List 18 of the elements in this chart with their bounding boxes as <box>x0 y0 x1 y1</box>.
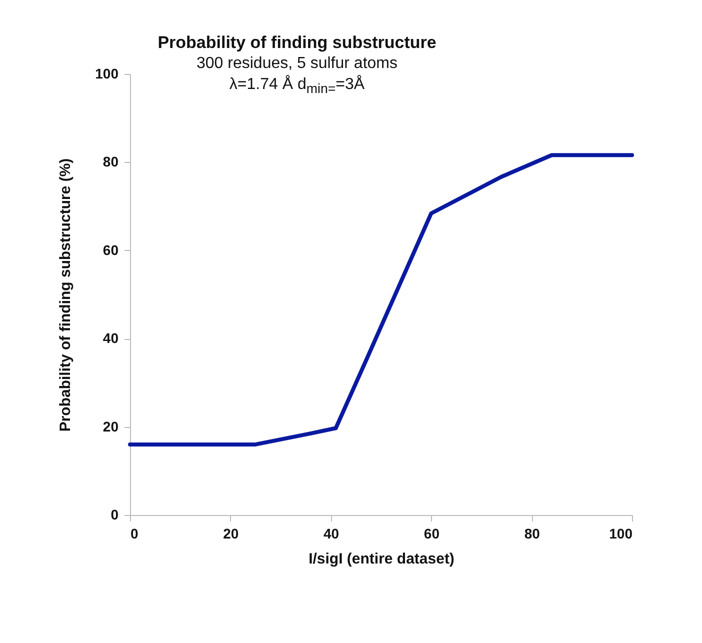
chart-title: Probability of finding substructure <box>156 32 438 53</box>
x-tick-label: 20 <box>223 526 239 542</box>
x-tick-label: 0 <box>130 526 138 542</box>
y-tick-label: 80 <box>102 154 119 170</box>
y-axis-title: Probability of finding substructure (%) <box>57 158 74 432</box>
x-tick-label: 60 <box>424 526 440 542</box>
annotation: λ=1.74 Å d$_{min=}$=3Å <box>229 76 365 96</box>
x-tick-label: 80 <box>524 526 540 542</box>
line-series <box>128 153 634 446</box>
chart-subtitle: 300 residues, 5 sulfur atoms <box>196 55 398 72</box>
y-tick-label: 100 <box>95 66 119 82</box>
x-tick-label: 100 <box>609 526 633 542</box>
x-tick-label: 40 <box>324 526 340 542</box>
y-tick-label: 20 <box>102 418 119 434</box>
x-axis-title: I/sigI (entire dataset) <box>308 550 454 568</box>
y-tick-label: 60 <box>102 242 119 258</box>
y-tick-label: 40 <box>102 330 119 346</box>
y-tick-label: 0 <box>110 506 119 522</box>
